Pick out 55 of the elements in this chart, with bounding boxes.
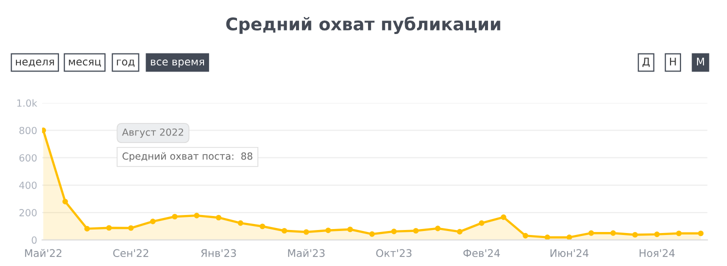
text: год [116, 60, 135, 67]
x-tick-label: Янв'23 [201, 249, 236, 258]
point [172, 214, 178, 220]
y-tick-label: 200 [19, 209, 37, 216]
point [413, 228, 419, 234]
point [522, 232, 528, 238]
point [42, 128, 46, 134]
text: все время [150, 60, 204, 68]
x-tick-label: Сен'22 [113, 249, 148, 258]
point [588, 230, 594, 236]
y-tick-label: 400 [19, 182, 37, 189]
y-tick-label: 1.0k [17, 99, 38, 107]
point [478, 220, 484, 226]
x-tick-label: Май'22 [25, 249, 62, 258]
chart-title: Средний охват публикации [226, 16, 500, 34]
point [150, 218, 156, 224]
x-tick-label: Окт'23 [376, 249, 412, 258]
point [676, 230, 682, 236]
y-tick-label: 600 [19, 154, 37, 162]
point [216, 214, 222, 220]
text: неделя [16, 60, 54, 67]
point [391, 228, 397, 234]
point [106, 225, 112, 231]
annotation: Средний охват поста: 88 [122, 152, 252, 162]
point [698, 230, 704, 236]
point [325, 228, 331, 234]
point [544, 234, 550, 240]
point [500, 214, 506, 220]
point [566, 234, 572, 240]
point [128, 225, 134, 231]
annotation: Август 2022 [122, 128, 184, 138]
point [260, 224, 266, 230]
point [238, 220, 244, 226]
point [456, 228, 462, 234]
point [632, 232, 638, 238]
y-tick-label: 0 [32, 236, 37, 244]
x-tick-label: Май'23 [288, 249, 325, 258]
point [84, 226, 90, 232]
text: Д [642, 58, 650, 68]
point [62, 198, 68, 204]
text: Н [670, 58, 676, 66]
point [610, 230, 616, 236]
point [303, 229, 310, 235]
point [654, 232, 660, 238]
point [435, 226, 441, 232]
x-tick-label: Июн'24 [550, 249, 588, 258]
point [347, 226, 353, 232]
x-tick-label: Ноя'24 [640, 249, 675, 258]
text: месяц [68, 60, 101, 67]
text: М [697, 58, 704, 66]
point [369, 231, 375, 237]
x-tick-label: Фев'24 [463, 249, 500, 258]
y-tick-label: 800 [19, 126, 37, 134]
point [282, 228, 288, 234]
point [194, 212, 200, 218]
